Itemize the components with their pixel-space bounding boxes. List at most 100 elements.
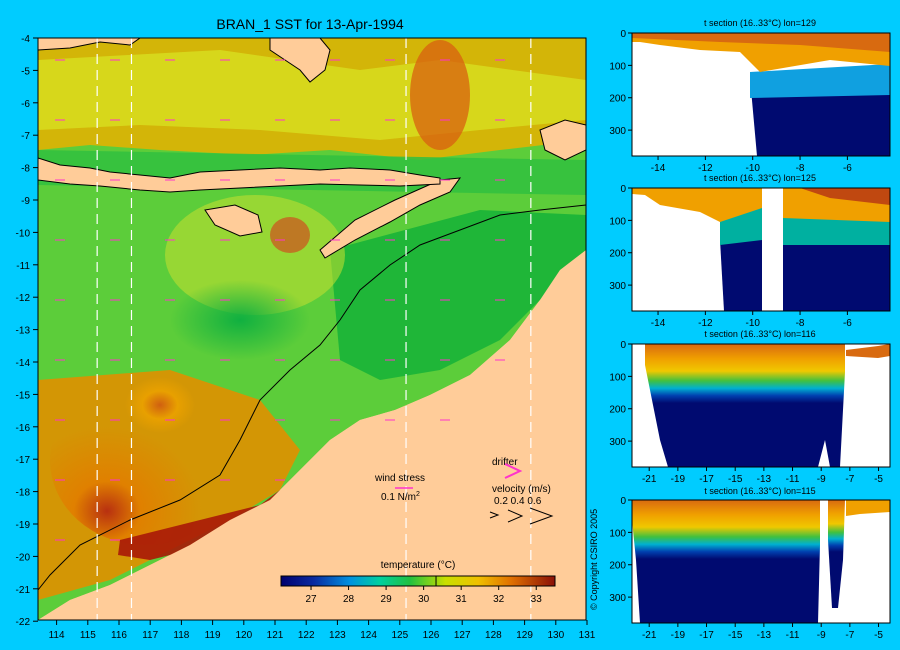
lat-tick-label-5: -9 xyxy=(21,196,30,207)
lat-tick-label-1: -5 xyxy=(21,66,30,77)
colorbar xyxy=(280,575,556,587)
section-3-y-tick-label-2: 200 xyxy=(609,405,626,416)
section-4-x-tick-label-6: -9 xyxy=(817,630,826,641)
section-3-x-tick-label-3: -15 xyxy=(728,474,743,485)
section-panel-3: t section (16..33°C) lon=116 -21 -19 -17 -1… xyxy=(609,329,891,485)
section-4-y-tick-label-3: 300 xyxy=(609,593,626,604)
land-timor xyxy=(319,177,462,259)
land-sumba xyxy=(204,204,263,237)
land-north-coast xyxy=(38,38,141,51)
section-4-axes: -21 -19 -17 -15 -13 -11 -9 -7 -5 0 100 200 300 xyxy=(609,496,883,641)
section-2-x-tick-label-4: -6 xyxy=(843,318,852,329)
section-2-deep-water xyxy=(720,236,762,311)
section-2-y-tick-label-0: 0 xyxy=(620,184,626,195)
lat-tick-label-10: -14 xyxy=(16,358,31,369)
lon-tick-label-14: 128 xyxy=(485,630,502,641)
lat-tick-label-4: -8 xyxy=(21,164,30,175)
copyright-text: © Copyright CSIRO 2005 xyxy=(589,509,599,610)
section-panel-2: t section (16..33°C) lon=125 -14 -12 -10 -8… xyxy=(609,173,891,329)
section-1-frame xyxy=(631,32,891,157)
section-4-x-tick-label-5: -11 xyxy=(786,630,800,641)
land-banda-islands xyxy=(539,119,586,161)
section-2-y-tick-label-3: 300 xyxy=(609,281,626,292)
section-1-axes: -14 -12 -10 -8 -6 0 100 200 300 xyxy=(609,29,852,174)
sst-warm-patch-east xyxy=(410,40,470,150)
section-2-y-tick-label-1: 100 xyxy=(609,216,626,227)
lon-tick-label-17: 131 xyxy=(579,630,596,641)
lon-tick-label-1: 115 xyxy=(80,630,96,641)
lat-tick-label-7: -11 xyxy=(16,261,30,272)
section-4-x-tick-label-8: -5 xyxy=(874,630,883,641)
section-4-x-tick-label-4: -13 xyxy=(757,630,772,641)
section-2-axes: -14 -12 -10 -8 -6 0 100 200 300 xyxy=(609,184,852,329)
colorbar-tick-label-5: 32 xyxy=(493,594,505,605)
section-2-frame xyxy=(631,187,891,312)
section-1-x-tick-label-3: -8 xyxy=(796,163,805,174)
section-2-title: t section (16..33°C) lon=125 xyxy=(704,173,816,183)
lat-tick-label-18: -22 xyxy=(16,617,31,628)
lon-tick-label-10: 124 xyxy=(360,630,377,641)
sst-eddy-green xyxy=(170,280,310,360)
section-4-y-tick-label-1: 100 xyxy=(609,528,626,539)
sst-eddy-center xyxy=(125,377,195,433)
land-sulawesi xyxy=(269,38,331,83)
section-3-title: t section (16..33°C) lon=116 xyxy=(704,329,815,339)
section-2-x-tick-label-3: -8 xyxy=(796,318,805,329)
lon-tick-label-6: 120 xyxy=(235,630,252,641)
lat-tick-label-12: -16 xyxy=(16,423,31,434)
map-border xyxy=(37,37,587,621)
section-1-y-tick-label-1: 100 xyxy=(609,61,626,72)
section-3-x-tick-label-7: -7 xyxy=(845,474,854,485)
lat-tick-label-6: -10 xyxy=(16,228,31,239)
velocity-values: 0.2 0.4 0.6 xyxy=(494,496,542,507)
lon-tick-label-0: 114 xyxy=(49,630,65,641)
wind-stress-value: 0.1 N/m xyxy=(381,492,416,503)
lat-tick-label-15: -19 xyxy=(16,520,31,531)
section-2-x-tick-label-0: -14 xyxy=(651,318,666,329)
lat-tick-label-13: -17 xyxy=(16,455,31,466)
section-4-x-tick-label-0: -21 xyxy=(642,630,657,641)
sst-east-green xyxy=(330,210,586,380)
lon-tick-label-2: 116 xyxy=(111,630,127,641)
section-2-x-tick-label-1: -12 xyxy=(698,318,713,329)
section-3-x-tick-label-2: -17 xyxy=(699,474,714,485)
lat-tick-label-9: -13 xyxy=(16,326,31,337)
section-3-x-tick-label-0: -21 xyxy=(642,474,657,485)
longitude-axis: 114 115 116 117 118 119 120 121 122 123 124 125 126 1… xyxy=(49,620,596,641)
lon-tick-label-4: 118 xyxy=(173,630,189,641)
section-2-x-tick-label-2: -10 xyxy=(745,318,760,329)
section-2-thermocline xyxy=(720,205,890,245)
section-4-frame xyxy=(631,499,891,624)
land-bathymetry-contour xyxy=(38,204,586,591)
section-1-x-tick-label-1: -12 xyxy=(698,163,713,174)
colorbar-tick-label-1: 28 xyxy=(343,594,355,605)
section-3-x-tick-label-4: -13 xyxy=(757,474,772,485)
drifter-chevron-icon xyxy=(504,463,523,479)
lat-tick-label-17: -21 xyxy=(16,585,31,596)
lon-tick-label-9: 123 xyxy=(329,630,346,641)
wind-stress-superscript: 2 xyxy=(416,491,420,498)
lat-tick-label-11: -15 xyxy=(16,390,31,401)
velocity-scale-icon xyxy=(489,507,554,525)
lon-tick-label-15: 129 xyxy=(516,630,533,641)
section-1-surface xyxy=(632,33,890,52)
section-1-y-tick-label-2: 200 xyxy=(609,94,626,105)
section-4-x-tick-label-3: -15 xyxy=(728,630,743,641)
section-3-y-tick-label-1: 100 xyxy=(609,372,626,383)
lon-tick-label-3: 117 xyxy=(142,630,158,641)
colorbar-tick-label-0: 27 xyxy=(305,594,317,605)
section-3-east-surface xyxy=(846,344,890,358)
section-3-water xyxy=(645,344,845,467)
section-lines xyxy=(96,38,532,620)
lon-tick-label-7: 121 xyxy=(267,630,284,641)
section-4-x-tick-label-1: -19 xyxy=(671,630,686,641)
section-4-y-tick-label-2: 200 xyxy=(609,561,626,572)
section-4-y-tick-label-0: 0 xyxy=(620,496,626,507)
section-1-x-tick-label-0: -14 xyxy=(651,163,666,174)
lat-tick-label-2: -6 xyxy=(21,99,30,110)
lat-tick-label-0: -4 xyxy=(21,34,30,45)
latitude-axis: -4 -5 -6 -7 -8 -9 -10 -11 -12 -13 -14 -15 -16 -17 -18 -… xyxy=(16,34,38,628)
lat-tick-label-14: -18 xyxy=(16,488,31,499)
wind-stress-label: wind stress xyxy=(374,473,425,484)
